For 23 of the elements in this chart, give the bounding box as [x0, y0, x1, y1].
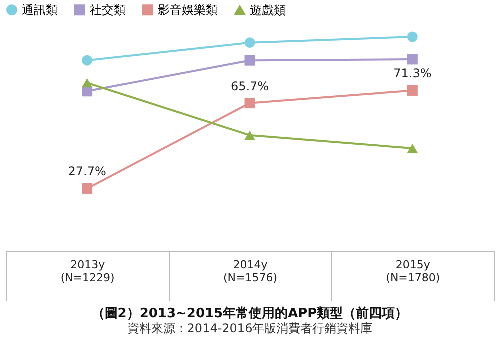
point — [407, 144, 418, 154]
text: （圖2）2013~2015年常使用的APP類型（前四項） — [92, 306, 408, 322]
x-tick-label: 2015y (N=1780) — [386, 258, 440, 284]
data-label: 27.7% — [68, 164, 106, 179]
legend-label: 社交類 — [90, 3, 126, 18]
x-tick-label: 2014y (N=1576) — [223, 258, 278, 284]
point — [244, 98, 256, 109]
x-tick-label: 2013y (N=1229) — [60, 258, 115, 284]
legend-label: 影音娛樂類 — [158, 3, 218, 18]
legend-label: 遊戲類 — [250, 3, 286, 18]
data-label: 71.3% — [394, 66, 432, 81]
point — [82, 78, 93, 88]
point — [82, 183, 93, 194]
point — [407, 54, 418, 65]
legend-label: 通訊類 — [22, 3, 58, 18]
point — [82, 55, 93, 66]
point — [244, 130, 256, 140]
point — [407, 85, 418, 96]
source-note: 資料來源：2014-2016年版消費者行銷資料庫 — [127, 322, 373, 336]
point — [244, 38, 256, 48]
data-label: 65.7% — [230, 79, 270, 94]
point — [244, 55, 256, 66]
point — [407, 32, 418, 42]
